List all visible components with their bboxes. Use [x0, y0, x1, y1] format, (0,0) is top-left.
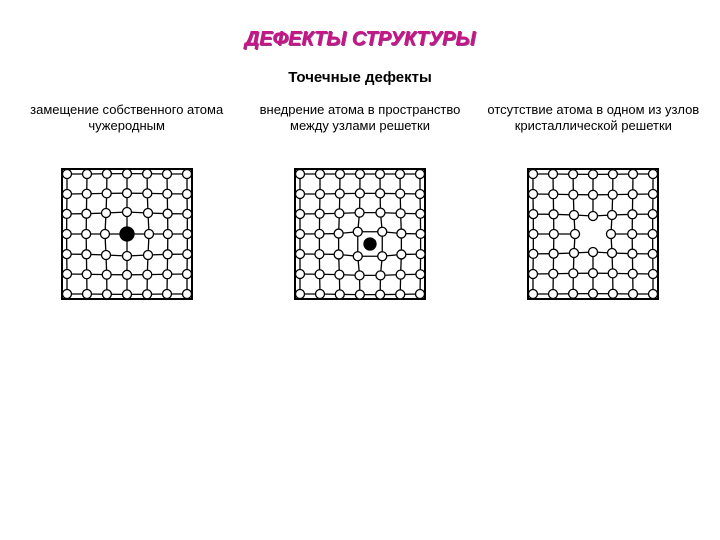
- lattice-substitution: [61, 168, 193, 300]
- diagram-col-substitution: замещение собственного атома чужеродным: [10, 102, 243, 300]
- caption-interstitial: внедрение атома в пространство между узл…: [251, 102, 468, 160]
- caption-substitution: замещение собственного атома чужеродным: [18, 102, 235, 160]
- lattice-vacancy: [527, 168, 659, 300]
- page-title: ДЕФЕКТЫ СТРУКТУРЫ: [0, 0, 720, 51]
- lattice-interstitial: [294, 168, 426, 300]
- diagram-row: замещение собственного атома чужеродным …: [0, 102, 720, 300]
- subtitle: Точечные дефекты: [0, 69, 720, 86]
- caption-vacancy: отсутствие атома в одном из узлов криста…: [485, 102, 702, 160]
- diagram-col-vacancy: отсутствие атома в одном из узлов криста…: [477, 102, 710, 300]
- diagram-col-interstitial: внедрение атома в пространство между узл…: [243, 102, 476, 300]
